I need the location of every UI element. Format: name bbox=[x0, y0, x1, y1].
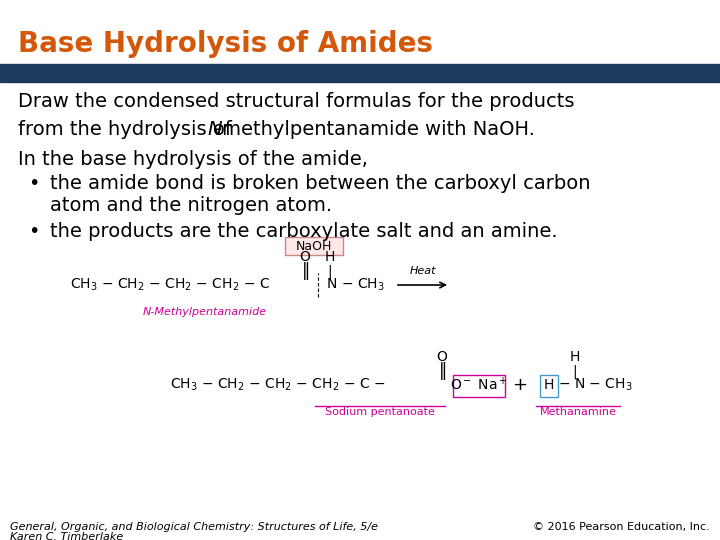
Text: H: H bbox=[544, 378, 554, 392]
Text: Heat: Heat bbox=[409, 266, 436, 276]
Bar bbox=[285, 237, 343, 255]
Text: the products are the carboxylate salt and an amine.: the products are the carboxylate salt an… bbox=[50, 222, 557, 241]
Bar bbox=[540, 375, 558, 397]
Text: $\|$: $\|$ bbox=[301, 260, 309, 282]
Text: CH$_3$ $-$ CH$_2$ $-$ CH$_2$ $-$ CH$_2$ $-$ C: CH$_3$ $-$ CH$_2$ $-$ CH$_2$ $-$ CH$_2$ … bbox=[70, 277, 270, 293]
Text: $\|$: $\|$ bbox=[438, 360, 446, 382]
Text: +: + bbox=[513, 376, 528, 394]
Text: |: | bbox=[572, 364, 577, 379]
Text: N-Methylpentanamide: N-Methylpentanamide bbox=[143, 307, 267, 317]
Text: NaOH: NaOH bbox=[296, 240, 332, 253]
Text: the amide bond is broken between the carboxyl carbon: the amide bond is broken between the car… bbox=[50, 174, 590, 193]
Text: atom and the nitrogen atom.: atom and the nitrogen atom. bbox=[50, 196, 332, 215]
Text: $-$ N $-$ CH$_3$: $-$ N $-$ CH$_3$ bbox=[558, 377, 632, 393]
Text: Sodium pentanoate: Sodium pentanoate bbox=[325, 407, 435, 417]
Text: Base Hydrolysis of Amides: Base Hydrolysis of Amides bbox=[18, 30, 433, 58]
Text: © 2016 Pearson Education, Inc.: © 2016 Pearson Education, Inc. bbox=[534, 522, 710, 532]
Text: N: N bbox=[207, 120, 222, 139]
Text: -methylpentanamide with NaOH.: -methylpentanamide with NaOH. bbox=[215, 120, 535, 139]
Text: H: H bbox=[570, 350, 580, 364]
Text: In the base hydrolysis of the amide,: In the base hydrolysis of the amide, bbox=[18, 150, 368, 169]
Text: H: H bbox=[325, 250, 336, 264]
Text: O: O bbox=[436, 350, 447, 364]
Text: |: | bbox=[328, 265, 333, 279]
Text: O: O bbox=[300, 250, 310, 264]
Text: Karen C. Timberlake: Karen C. Timberlake bbox=[10, 532, 123, 540]
Text: •: • bbox=[28, 222, 40, 241]
Bar bbox=[453, 375, 505, 397]
Text: General, Organic, and Biological Chemistry: Structures of Life, 5/e: General, Organic, and Biological Chemist… bbox=[10, 522, 378, 532]
Text: Methanamine: Methanamine bbox=[539, 407, 616, 417]
Text: Draw the condensed structural formulas for the products: Draw the condensed structural formulas f… bbox=[18, 92, 575, 111]
Text: CH$_3$ $-$ CH$_2$ $-$ CH$_2$ $-$ CH$_2$ $-$ C $-$: CH$_3$ $-$ CH$_2$ $-$ CH$_2$ $-$ CH$_2$ … bbox=[170, 377, 385, 393]
Text: from the hydrolysis of: from the hydrolysis of bbox=[18, 120, 238, 139]
Text: N $-$ CH$_3$: N $-$ CH$_3$ bbox=[322, 277, 385, 293]
Text: O$^-$ Na$^+$: O$^-$ Na$^+$ bbox=[450, 376, 508, 394]
Bar bbox=[0, 64, 720, 82]
Text: •: • bbox=[28, 174, 40, 193]
